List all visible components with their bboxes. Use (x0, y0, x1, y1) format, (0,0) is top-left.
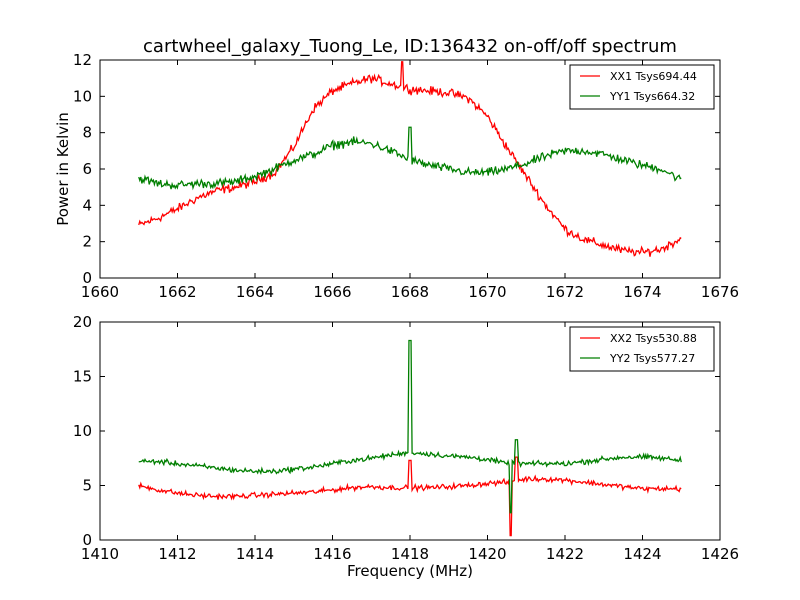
x-tick-label: 1410 (81, 545, 119, 563)
x-tick-label: 1672 (546, 283, 584, 301)
x-tick-label: 1668 (391, 283, 429, 301)
x-tick-label: 1412 (158, 545, 196, 563)
y-tick-label: 5 (82, 477, 92, 495)
y-tick-label: 10 (73, 87, 92, 105)
series-line-bottom-1 (138, 456, 682, 537)
y-tick-label: 4 (82, 196, 92, 214)
figure-title: cartwheel_galaxy_Tuong_Le, ID:136432 on-… (143, 36, 677, 57)
x-tick-label: 1662 (158, 283, 196, 301)
series-line-bottom-2 (138, 339, 682, 514)
top-y-axis-label: Power in Kelvin (54, 112, 72, 226)
y-tick-label: 12 (73, 51, 92, 69)
x-tick-label: 1414 (236, 545, 274, 563)
y-tick-label: 8 (82, 124, 92, 142)
bottom-legend: XX2 Tsys530.88 YY2 Tsys577.27 (569, 326, 715, 372)
x-tick-label: 1676 (701, 283, 739, 301)
bottom-legend-label-xx2: XX2 Tsys530.88 (610, 332, 697, 345)
series-line-top-2 (138, 126, 682, 191)
x-tick-label: 1420 (468, 545, 506, 563)
y-tick-label: 0 (82, 269, 92, 287)
top-legend: XX1 Tsys694.44 YY1 Tsys664.32 (569, 64, 715, 110)
x-tick-label: 1674 (623, 283, 661, 301)
x-tick-label: 1426 (701, 545, 739, 563)
y-tick-label: 0 (82, 531, 92, 549)
top-ticks: 1660 1662 1664 1666 1668 1670 1672 1674 1676 0 2 4 6… (73, 51, 739, 301)
x-tick-label: 1416 (313, 545, 351, 563)
top-legend-box (569, 64, 715, 110)
x-tick-label: 1670 (468, 283, 506, 301)
top-series-layer (138, 61, 682, 257)
bottom-panel: 1410 1412 1414 1416 1418 1420 1422 1424 1426 0 5 10… (73, 313, 739, 580)
top-legend-label-yy1: YY1 Tsys664.32 (609, 90, 695, 103)
bottom-legend-label-yy2: YY2 Tsys577.27 (609, 352, 695, 365)
x-tick-label: 1424 (623, 545, 661, 563)
top-panel: 1660 1662 1664 1666 1668 1670 1672 1674 1676 0 2 4 6… (54, 51, 739, 301)
y-tick-label: 15 (73, 368, 92, 386)
bottom-ticks: 1410 1412 1414 1416 1418 1420 1422 1424 1426 0 5 10… (73, 313, 739, 563)
y-tick-label: 2 (82, 233, 92, 251)
y-tick-label: 20 (73, 313, 92, 331)
top-legend-label-xx1: XX1 Tsys694.44 (610, 70, 697, 83)
x-tick-label: 1666 (313, 283, 351, 301)
x-tick-label: 1418 (391, 545, 429, 563)
bottom-series-layer (138, 339, 682, 537)
bottom-x-axis-label: Frequency (MHz) (347, 562, 473, 580)
x-tick-label: 1422 (546, 545, 584, 563)
y-tick-label: 10 (73, 422, 92, 440)
x-tick-label: 1660 (81, 283, 119, 301)
y-tick-label: 6 (82, 160, 92, 178)
x-tick-label: 1664 (236, 283, 274, 301)
bottom-legend-box (569, 326, 715, 372)
series-line-top-1 (138, 61, 682, 257)
